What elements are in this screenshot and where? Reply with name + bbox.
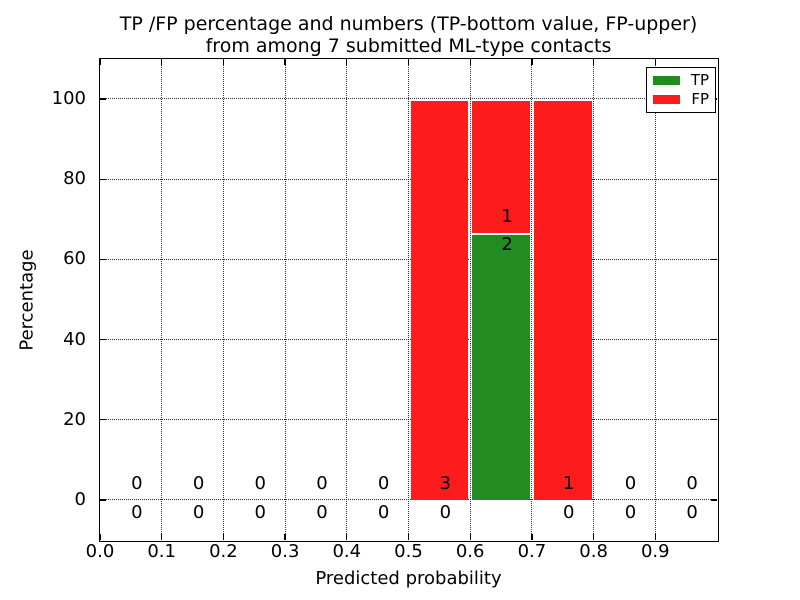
fp-count-label: 0 [131, 472, 143, 494]
fp-count-label: 0 [192, 472, 205, 494]
y-tick-label: 20 [63, 408, 86, 430]
fp-count-label: 1 [563, 472, 575, 494]
x-tick-mark-bottom [654, 534, 656, 540]
x-tick-label: 0.8 [579, 541, 608, 562]
grid-line-vertical [469, 59, 471, 540]
grid-line-vertical [407, 59, 409, 540]
fp-count-label: 3 [439, 472, 452, 494]
x-tick-mark-top [346, 59, 348, 65]
tp-count-label: 0 [686, 501, 698, 523]
fp-count-label: 1 [501, 205, 513, 227]
grid-line-vertical [593, 59, 594, 540]
fp-count-label: 0 [624, 472, 637, 494]
y-tick-mark-right [711, 178, 717, 180]
y-tick-label: 0 [74, 488, 86, 510]
x-tick-label: 0.6 [455, 541, 485, 562]
legend-swatch-fp [653, 95, 680, 105]
x-tick-mark-top [531, 59, 533, 65]
x-tick-mark-top [161, 59, 163, 65]
grid-line-vertical [346, 59, 348, 540]
y-tick-label: 100 [51, 88, 86, 110]
legend: TP FP [646, 67, 716, 113]
x-tick-mark-bottom [469, 534, 471, 540]
x-tick-label: 0.7 [517, 541, 547, 562]
legend-label-fp: FP [691, 90, 709, 109]
x-tick-mark-bottom [407, 534, 410, 540]
grid-line-vertical [531, 59, 533, 540]
x-tick-label: 0.0 [85, 541, 115, 562]
grid-line-vertical [654, 59, 656, 540]
y-tick-mark-right [711, 338, 717, 341]
chart-title-line-1: TP /FP percentage and numbers (TP-bottom… [119, 13, 698, 35]
y-tick-mark-right [711, 499, 717, 501]
x-tick-mark-bottom [592, 534, 595, 540]
x-tick-mark-bottom [161, 534, 163, 540]
x-tick-mark-top [654, 59, 656, 65]
bar-segment-fp [410, 99, 469, 500]
x-tick-mark-top [222, 59, 225, 65]
x-tick-mark-top [284, 59, 286, 65]
y-tick-label: 80 [63, 168, 86, 190]
legend-label-tp: TP [690, 70, 709, 89]
fp-count-label: 0 [254, 472, 266, 494]
tp-count-label: 0 [439, 501, 452, 523]
legend-entry-fp: FP [653, 91, 709, 109]
y-tick-mark-left [100, 98, 106, 100]
x-tick-label: 0.1 [147, 541, 176, 562]
x-tick-label: 0.2 [209, 541, 238, 562]
bar-segment-tp [472, 232, 530, 500]
grid-line-vertical [161, 59, 163, 540]
y-tick-mark-left [100, 178, 106, 180]
tp-count-label: 0 [316, 501, 328, 523]
y-tick-label: 40 [63, 328, 86, 350]
x-tick-mark-bottom [99, 534, 101, 540]
x-tick-mark-top [592, 59, 595, 65]
tp-count-label: 0 [563, 501, 575, 523]
x-tick-mark-bottom [346, 534, 348, 540]
y-tick-mark-left [100, 338, 106, 341]
fp-count-label: 0 [377, 472, 390, 494]
x-tick-mark-top [407, 59, 410, 65]
x-tick-label: 0.9 [640, 541, 670, 562]
x-tick-label: 0.4 [332, 541, 362, 562]
x-tick-label: 0.3 [270, 541, 300, 562]
y-tick-label: 60 [63, 248, 86, 270]
tp-count-label: 0 [254, 501, 266, 523]
bar-segment-fp [533, 99, 592, 500]
y-tick-mark-left [100, 499, 106, 501]
x-tick-mark-bottom [284, 534, 286, 540]
legend-entry-tp: TP [653, 71, 709, 89]
x-tick-mark-bottom [531, 534, 533, 540]
tp-count-label: 0 [624, 501, 637, 523]
tp-count-label: 0 [377, 501, 390, 523]
x-tick-label: 0.5 [394, 541, 423, 562]
grid-line-vertical [222, 59, 224, 540]
y-tick-mark-left [100, 258, 106, 261]
legend-swatch-tp [653, 75, 680, 85]
x-axis-label: Predicted probability [315, 568, 502, 589]
y-tick-mark-left [100, 419, 106, 421]
fp-count-label: 0 [316, 472, 328, 494]
chart-title-line-2: from among 7 submitted ML-type contacts [205, 35, 612, 57]
tp-count-label: 0 [192, 501, 205, 523]
tp-count-label: 2 [501, 234, 513, 256]
x-tick-mark-bottom [222, 534, 225, 540]
y-tick-mark-right [711, 419, 717, 421]
grid-line-vertical [284, 59, 286, 540]
bar-segment-fp [472, 99, 530, 233]
plot-area: 0 0 0 0 0 0 0 0 0 0 3 0 1 2 1 0 0 0 0 0 [99, 59, 717, 540]
y-tick-mark-right [711, 258, 717, 261]
x-tick-mark-top [99, 59, 101, 65]
fp-count-label: 0 [686, 472, 698, 494]
x-tick-mark-top [469, 59, 471, 65]
tp-count-label: 0 [131, 501, 143, 523]
